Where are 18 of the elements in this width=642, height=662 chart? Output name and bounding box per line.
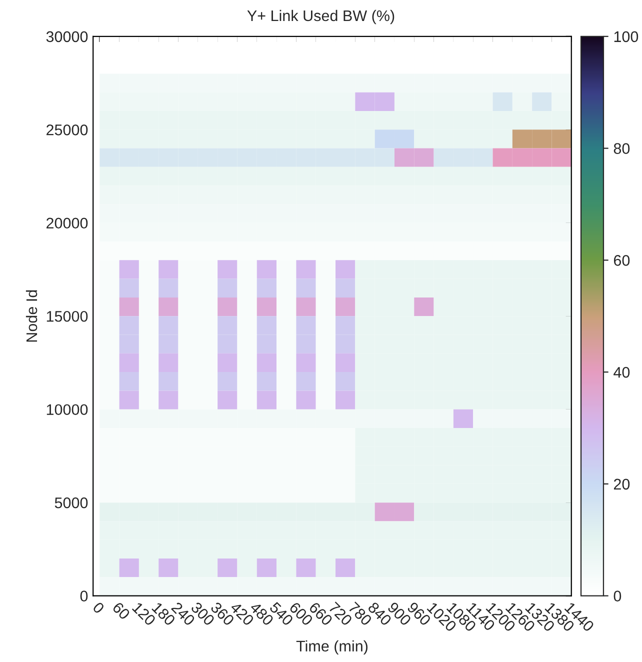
y-tick-label: 30000: [46, 31, 88, 42]
color-bar-label: 80: [614, 143, 630, 154]
y-tick-label: 5000: [54, 497, 88, 508]
color-bar-label: 100: [614, 31, 638, 42]
y-tick-label: 20000: [46, 218, 88, 229]
y-axis-title: Node Id: [26, 290, 38, 342]
x-tick-label: 60: [112, 601, 131, 620]
y-tick-label: 25000: [46, 124, 88, 136]
y-tick-label: 15000: [46, 310, 88, 322]
y-tick-label: 10000: [46, 404, 88, 416]
x-axis-title: Time (min): [296, 640, 368, 655]
color-bar-label: 60: [614, 255, 630, 266]
y-tick-label: 0: [80, 590, 88, 602]
color-bar-label: 20: [614, 478, 630, 490]
x-tick-label: 0: [92, 601, 105, 614]
color-bar-label: 0: [614, 590, 622, 602]
color-bar-label: 40: [614, 366, 630, 378]
chart-title: Y+ Link Used BW (%): [247, 10, 394, 24]
